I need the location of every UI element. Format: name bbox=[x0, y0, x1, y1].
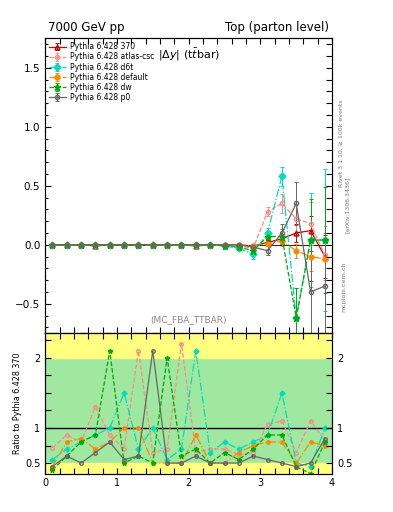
Text: 7000 GeV pp: 7000 GeV pp bbox=[48, 21, 125, 34]
Text: Rivet 3.1.10, ≥ 100k events: Rivet 3.1.10, ≥ 100k events bbox=[339, 99, 344, 187]
Bar bbox=[45, 463, 332, 474]
Text: mcplots.cern.ch: mcplots.cern.ch bbox=[341, 262, 346, 312]
Text: [arXiv:1306.3436]: [arXiv:1306.3436] bbox=[345, 177, 350, 233]
Text: (MC_FBA_TTBAR): (MC_FBA_TTBAR) bbox=[151, 315, 227, 325]
Legend: Pythia 6.428 370, Pythia 6.428 atlas-csc, Pythia 6.428 d6t, Pythia 6.428 default: Pythia 6.428 370, Pythia 6.428 atlas-csc… bbox=[48, 40, 156, 103]
Bar bbox=[45, 358, 332, 463]
Bar bbox=[45, 333, 332, 358]
Y-axis label: Ratio to Pythia 6.428 370: Ratio to Pythia 6.428 370 bbox=[13, 353, 22, 454]
Text: $|\Delta y|$ (t$\bar{t}$bar): $|\Delta y|$ (t$\bar{t}$bar) bbox=[158, 47, 220, 63]
Text: Top (parton level): Top (parton level) bbox=[225, 21, 329, 34]
